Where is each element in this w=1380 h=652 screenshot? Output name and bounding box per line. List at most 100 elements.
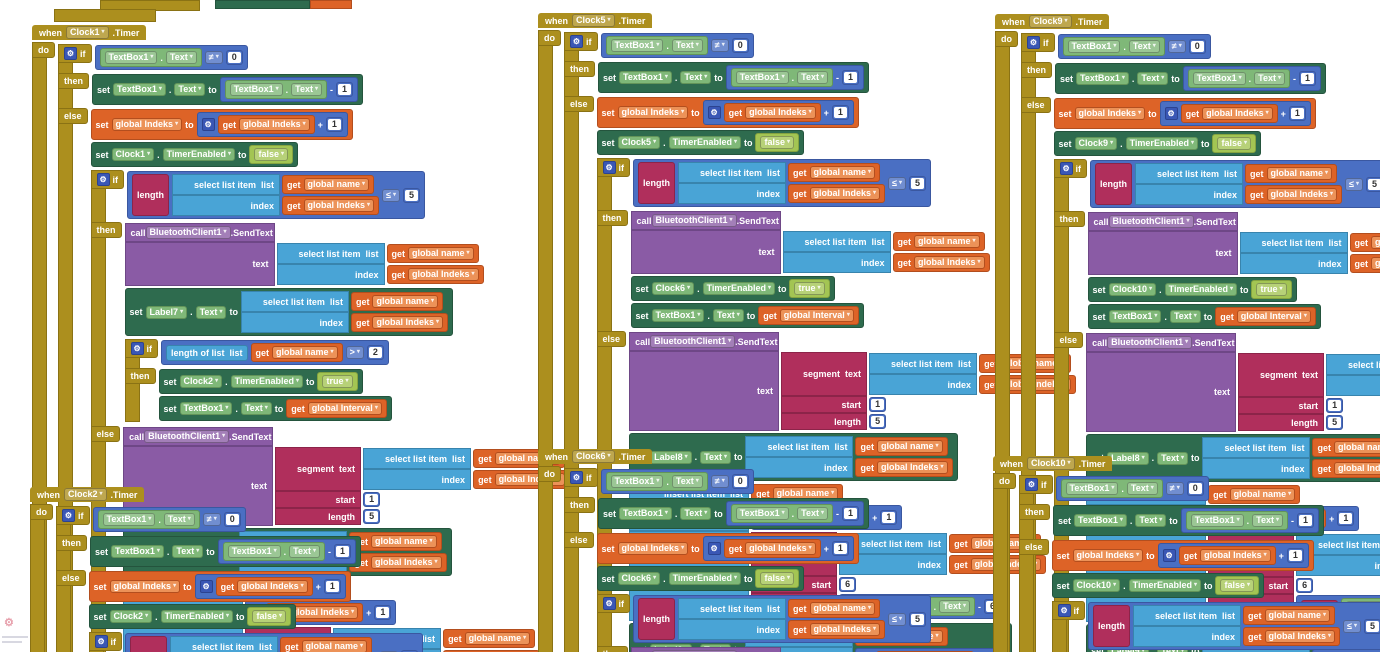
number-field[interactable]: 1 bbox=[338, 84, 352, 95]
text-dropdown[interactable]: Text▾ bbox=[671, 475, 703, 488]
textbox1-text-getter[interactable]: TextBox1 ▾. Text ▾ bbox=[730, 504, 834, 523]
text-dropdown[interactable]: Text▾ bbox=[1169, 310, 1201, 323]
mutator-gear-icon[interactable]: ⚙ bbox=[1027, 36, 1040, 49]
number-block[interactable]: 6 bbox=[1296, 578, 1314, 593]
clock9-dropdown[interactable]: Clock9 ▾ bbox=[1074, 137, 1118, 150]
global-name-dropdown[interactable]: global name▾ bbox=[301, 640, 368, 652]
not-equal-compare-block[interactable]: TextBox1 ▾. Text ▾ ≠ ▾ 0 bbox=[600, 33, 754, 58]
-dropdown[interactable]: ≤▾ bbox=[888, 612, 907, 626]
set-clock10-timerenabled-block[interactable]: set Clock10 ▾. TimerEnabled ▾ to true ▾ bbox=[1087, 277, 1297, 302]
text-dropdown[interactable]: Text▾ bbox=[700, 450, 731, 464]
global-name-dropdown[interactable]: global name▾ bbox=[408, 247, 474, 260]
text-dropdown[interactable]: Text▾ bbox=[1126, 482, 1158, 495]
number-field[interactable]: 6 bbox=[841, 579, 855, 590]
number-field[interactable]: 0 bbox=[1188, 483, 1202, 494]
number-block[interactable]: 5 bbox=[909, 175, 927, 191]
global-name-dropdown[interactable]: global name▾ bbox=[464, 632, 531, 645]
global-indeks-dropdown[interactable]: global Indeks▾ bbox=[1371, 257, 1380, 270]
global-name-dropdown[interactable]: global name▾ bbox=[914, 235, 980, 248]
set-textbox1-text-block[interactable]: set TextBox1 ▾. Text ▾ to TextBox1 ▾. Text ▾ -1 bbox=[1055, 63, 1327, 94]
text-dropdown[interactable]: Text▾ bbox=[165, 51, 197, 64]
global-indeks-dropdown[interactable]: global Indeks▾ bbox=[876, 461, 948, 474]
number-field[interactable]: 5 bbox=[911, 177, 925, 189]
number-field[interactable]: 1 bbox=[1328, 400, 1342, 411]
bluetoothclient1-dropdown[interactable]: BluetoothClient1▾ bbox=[651, 214, 737, 227]
global-name-dropdown[interactable]: global name▾ bbox=[809, 602, 876, 615]
textbox1-dropdown[interactable]: TextBox1 ▾ bbox=[1074, 514, 1127, 527]
number-field[interactable]: 5 bbox=[365, 511, 379, 522]
logic-true-block[interactable]: true ▾ bbox=[789, 279, 830, 298]
timerenabled-dropdown[interactable]: TimerEnabled ▾ bbox=[230, 375, 303, 388]
text-dropdown[interactable]: Text▾ bbox=[163, 513, 195, 526]
number-block[interactable]: 2 bbox=[366, 345, 384, 360]
set-textbox1-text-block[interactable]: set TextBox1 ▾. Text ▾ to get global Interval ▾ bbox=[630, 303, 864, 328]
logic-false-block[interactable]: false ▾ bbox=[249, 145, 293, 164]
clock5-dropdown[interactable]: Clock5 ▾ bbox=[617, 136, 661, 149]
subtract-block[interactable]: TextBox1 ▾. Text ▾ -1 bbox=[1182, 66, 1322, 91]
subtract-block[interactable]: TextBox1 ▾. Text ▾ -1 bbox=[219, 77, 359, 102]
global-name-dropdown[interactable]: global name▾ bbox=[370, 535, 437, 548]
global-indeks-dropdown[interactable]: global Indeks▾ bbox=[745, 542, 816, 555]
timerenabled-dropdown[interactable]: TimerEnabled ▾ bbox=[1128, 579, 1201, 592]
global-indeks-dropdown[interactable]: global Indeks▾ bbox=[914, 256, 985, 269]
event-block-header[interactable]: when Clock2 ▾ .Timer bbox=[30, 487, 145, 502]
text-dropdown[interactable]: Text▾ bbox=[174, 83, 206, 96]
text-dropdown[interactable]: Text▾ bbox=[195, 305, 227, 319]
number-field[interactable]: 5 bbox=[871, 416, 885, 427]
not-equal-compare-block[interactable]: TextBox1 ▾. Text ▾ ≠ ▾ 0 bbox=[1057, 34, 1211, 59]
timerenabled-dropdown[interactable]: TimerEnabled ▾ bbox=[668, 572, 741, 585]
length-block[interactable]: length bbox=[130, 636, 168, 652]
text-dropdown[interactable]: Text▾ bbox=[1137, 72, 1169, 85]
global-indeks-dropdown[interactable]: global Indeks▾ bbox=[370, 556, 442, 569]
number-field[interactable]: 5 bbox=[1328, 417, 1342, 428]
number-block[interactable]: 5 bbox=[403, 187, 421, 203]
set-global-indeks-block[interactable]: set global Indeks ▾ to ⚙ get global Indeks ▾ +1 bbox=[1051, 540, 1314, 571]
textbox1-text-getter[interactable]: TextBox1 ▾. Text ▾ bbox=[99, 48, 202, 67]
number-block[interactable]: 1 bbox=[323, 579, 341, 594]
true-dropdown[interactable]: true ▾ bbox=[794, 282, 825, 295]
event-block-header[interactable]: when Clock10 ▾ .Timer bbox=[993, 456, 1113, 471]
textbox1-dropdown[interactable]: TextBox1 ▾ bbox=[651, 309, 705, 322]
logic-false-block[interactable]: false ▾ bbox=[755, 133, 799, 152]
mutator-gear-icon[interactable]: ⚙ bbox=[130, 342, 144, 355]
text-dropdown[interactable]: Text▾ bbox=[1157, 451, 1188, 465]
textbox1-text-getter[interactable]: TextBox1 ▾. Text ▾ bbox=[224, 80, 328, 99]
call-bluetooth-sendtext-block[interactable]: call BluetoothClient1▾ .SendText textsel… bbox=[630, 647, 990, 652]
set-textbox1-text-block[interactable]: set TextBox1 ▾. Text ▾ to TextBox1 ▾. Text ▾ -1 bbox=[598, 62, 870, 93]
textbox1-dropdown[interactable]: TextBox1 ▾ bbox=[735, 507, 789, 520]
number-field[interactable]: 0 bbox=[733, 476, 747, 487]
number-block[interactable]: 1 bbox=[831, 105, 849, 120]
number-block[interactable]: 0 bbox=[223, 512, 241, 527]
when-clock6-timer[interactable]: when Clock6 ▾ .Timer do ⚙ if TextBox1 ▾. Text ▾ ≠ ▾ 0… bbox=[538, 449, 1076, 652]
mutator-gear-icon[interactable]: ⚙ bbox=[201, 118, 215, 131]
global-indeks-dropdown[interactable]: global Indeks▾ bbox=[1202, 107, 1273, 120]
timerenabled-dropdown[interactable]: TimerEnabled ▾ bbox=[1164, 283, 1237, 296]
not-equal-compare-block[interactable]: TextBox1 ▾. Text ▾ ≠ ▾ 0 bbox=[1055, 476, 1209, 501]
timerenabled-dropdown[interactable]: TimerEnabled ▾ bbox=[162, 148, 235, 161]
clock6-dropdown[interactable]: Clock6 ▾ bbox=[617, 572, 661, 585]
textbox1-text-getter[interactable]: TextBox1 ▾. Text ▾ bbox=[1062, 37, 1165, 56]
set-clock9-timerenabled-block[interactable]: set Clock9 ▾. TimerEnabled ▾ to false ▾ bbox=[1053, 131, 1261, 156]
set-clock2-timerenabled-block[interactable]: set Clock2 ▾. TimerEnabled ▾ to true ▾ bbox=[158, 369, 363, 394]
number-block[interactable]: 1 bbox=[842, 506, 860, 521]
number-block[interactable]: 1 bbox=[831, 541, 849, 556]
number-field[interactable]: 1 bbox=[1299, 515, 1313, 526]
global-interval-dropdown[interactable]: global Interval ▾ bbox=[779, 309, 854, 322]
control-block[interactable]: when Clock2 ▾ .Timer do ⚙ if TextBox1 ▾. Text ▾ ≠ ▾ 0… bbox=[30, 487, 482, 652]
-dropdown[interactable]: ≠ ▾ bbox=[1167, 40, 1186, 53]
number-field[interactable]: 1 bbox=[833, 543, 847, 554]
mutator-gear-icon[interactable]: ⚙ bbox=[602, 161, 616, 174]
number-field[interactable]: 1 bbox=[1339, 513, 1353, 524]
